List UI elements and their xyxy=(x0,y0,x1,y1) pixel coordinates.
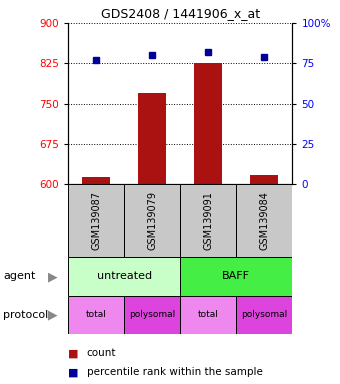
Text: polysomal: polysomal xyxy=(241,310,288,319)
Bar xyxy=(250,175,278,184)
Bar xyxy=(138,93,166,184)
Text: GSM139079: GSM139079 xyxy=(147,191,157,250)
Bar xyxy=(82,177,110,184)
Text: protocol: protocol xyxy=(3,310,49,320)
Bar xyxy=(194,63,222,184)
Text: untreated: untreated xyxy=(97,271,152,281)
Bar xyxy=(236,296,292,334)
Text: GSM139091: GSM139091 xyxy=(203,191,213,250)
Bar xyxy=(68,257,180,296)
Text: agent: agent xyxy=(3,271,36,281)
Text: ▶: ▶ xyxy=(48,270,57,283)
Text: total: total xyxy=(86,310,106,319)
Bar xyxy=(180,296,236,334)
Text: BAFF: BAFF xyxy=(222,271,250,281)
Bar xyxy=(180,184,236,257)
Title: GDS2408 / 1441906_x_at: GDS2408 / 1441906_x_at xyxy=(101,7,260,20)
Bar xyxy=(236,184,292,257)
Text: ▶: ▶ xyxy=(48,308,57,321)
Text: count: count xyxy=(87,348,116,358)
Text: GSM139087: GSM139087 xyxy=(91,191,101,250)
Text: ■: ■ xyxy=(68,367,79,377)
Bar xyxy=(180,257,292,296)
Bar xyxy=(68,296,124,334)
Text: polysomal: polysomal xyxy=(129,310,175,319)
Text: ■: ■ xyxy=(68,348,79,358)
Bar xyxy=(68,184,124,257)
Text: GSM139084: GSM139084 xyxy=(259,191,269,250)
Bar xyxy=(124,184,180,257)
Text: percentile rank within the sample: percentile rank within the sample xyxy=(87,367,262,377)
Bar xyxy=(124,296,180,334)
Text: total: total xyxy=(198,310,219,319)
